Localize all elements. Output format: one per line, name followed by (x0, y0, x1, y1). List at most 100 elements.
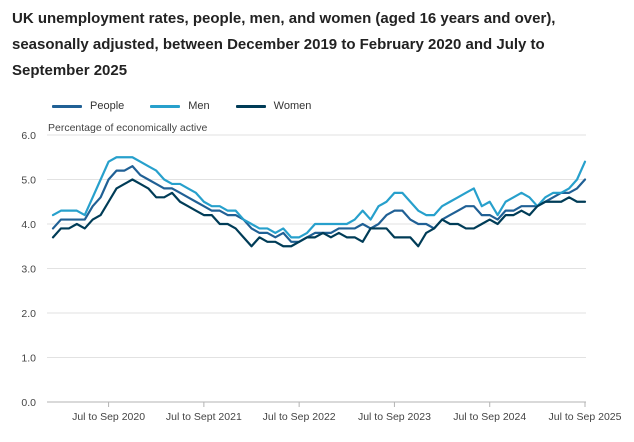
data-point-women (233, 226, 238, 231)
data-point-women (567, 195, 572, 200)
data-point-women (416, 244, 421, 249)
data-point-women (511, 213, 516, 218)
y-tick-label: 3.0 (21, 264, 36, 276)
data-point-men (328, 222, 333, 227)
data-point-women (82, 226, 87, 231)
axes: 0.0 1.0 2.0 3.0 4.0 5.0 6.0 Jul to Sep 2020 Jul … (21, 130, 621, 423)
data-point-people (392, 208, 397, 213)
data-point-people (328, 230, 333, 235)
data-point-women (535, 204, 540, 209)
data-point-men (201, 199, 206, 204)
data-point-people (106, 177, 111, 182)
data-point-men (543, 195, 548, 200)
data-point-people (471, 204, 476, 209)
data-point-women (74, 222, 79, 227)
legend-swatch-women (235, 104, 266, 108)
data-point-men (51, 213, 56, 218)
data-point-men (98, 177, 103, 182)
data-point-women (90, 217, 95, 222)
gridlines (47, 134, 586, 403)
legend-item-women: Women (235, 100, 311, 112)
data-point-women (360, 239, 365, 244)
x-tick-label: Jul to Sept 2021 (166, 411, 242, 423)
data-point-people (376, 222, 381, 227)
data-point-women (51, 235, 56, 240)
data-point-people (201, 204, 206, 209)
data-point-women (527, 213, 532, 218)
data-point-men (257, 226, 262, 231)
series-line-people (51, 165, 587, 243)
series-people (51, 164, 587, 243)
data-point-men (305, 230, 310, 235)
data-point-people (209, 208, 214, 213)
data-point-men (106, 159, 111, 164)
data-point-women (201, 213, 206, 218)
data-point-women (392, 235, 397, 240)
x-tick-label: Jul to Sep 2020 (72, 411, 145, 423)
data-point-people (352, 226, 357, 231)
data-point-men (511, 195, 516, 200)
data-point-people (416, 222, 421, 227)
data-point-people (217, 208, 222, 213)
data-point-people (463, 204, 468, 209)
data-point-women (106, 199, 111, 204)
data-point-women (265, 239, 270, 244)
data-point-men (455, 195, 460, 200)
data-point-people (487, 213, 492, 218)
data-point-women (336, 230, 341, 235)
data-point-men (408, 199, 413, 204)
data-point-women (408, 235, 413, 240)
data-point-men (400, 190, 405, 195)
chart-title: UK unemployment rates, people, men, and … (12, 10, 556, 79)
data-point-women (66, 226, 71, 231)
data-point-women (543, 199, 548, 204)
data-point-women (305, 235, 310, 240)
y-tick-label: 6.0 (21, 130, 36, 142)
data-point-women (138, 181, 143, 186)
data-point-men (360, 208, 365, 213)
x-tick-label: Jul to Sep 2023 (358, 411, 431, 423)
data-point-women (146, 186, 151, 191)
data-point-women (320, 230, 325, 235)
data-point-people (58, 217, 63, 222)
data-point-women (170, 190, 175, 195)
legend-item-people: People (52, 100, 124, 112)
data-point-women (344, 235, 349, 240)
data-point-women (281, 244, 286, 249)
data-point-men (289, 235, 294, 240)
data-point-people (146, 177, 151, 182)
data-point-people (130, 164, 135, 169)
data-point-women (384, 226, 389, 231)
data-point-women (162, 195, 167, 200)
data-point-women (154, 195, 159, 200)
legend-label-men: Men (188, 100, 210, 112)
data-point-people (265, 230, 270, 235)
data-point-men (138, 159, 143, 164)
data-point-women (225, 222, 230, 227)
data-point-men (130, 155, 135, 160)
x-tick-label: Jul to Sep 2022 (263, 411, 336, 423)
data-point-men (178, 181, 183, 186)
data-point-people (82, 217, 87, 222)
data-point-men (575, 177, 580, 182)
data-point-men (185, 186, 190, 191)
data-point-women (583, 199, 588, 204)
data-point-women (58, 226, 63, 231)
data-point-women (313, 235, 318, 240)
data-point-men (154, 168, 159, 173)
data-point-men (495, 213, 500, 218)
data-point-people (503, 208, 508, 213)
data-point-people (122, 168, 127, 173)
data-point-men (320, 222, 325, 227)
data-point-people (551, 195, 556, 200)
series-men (51, 155, 587, 240)
y-tick-label: 5.0 (21, 175, 36, 187)
data-point-men (66, 208, 71, 213)
data-point-men (336, 222, 341, 227)
chart-legend: People Men Women (52, 98, 337, 114)
data-point-women (503, 213, 508, 218)
data-point-women (297, 239, 302, 244)
data-point-women (519, 208, 524, 213)
data-point-men (551, 190, 556, 195)
data-point-men (487, 199, 492, 204)
